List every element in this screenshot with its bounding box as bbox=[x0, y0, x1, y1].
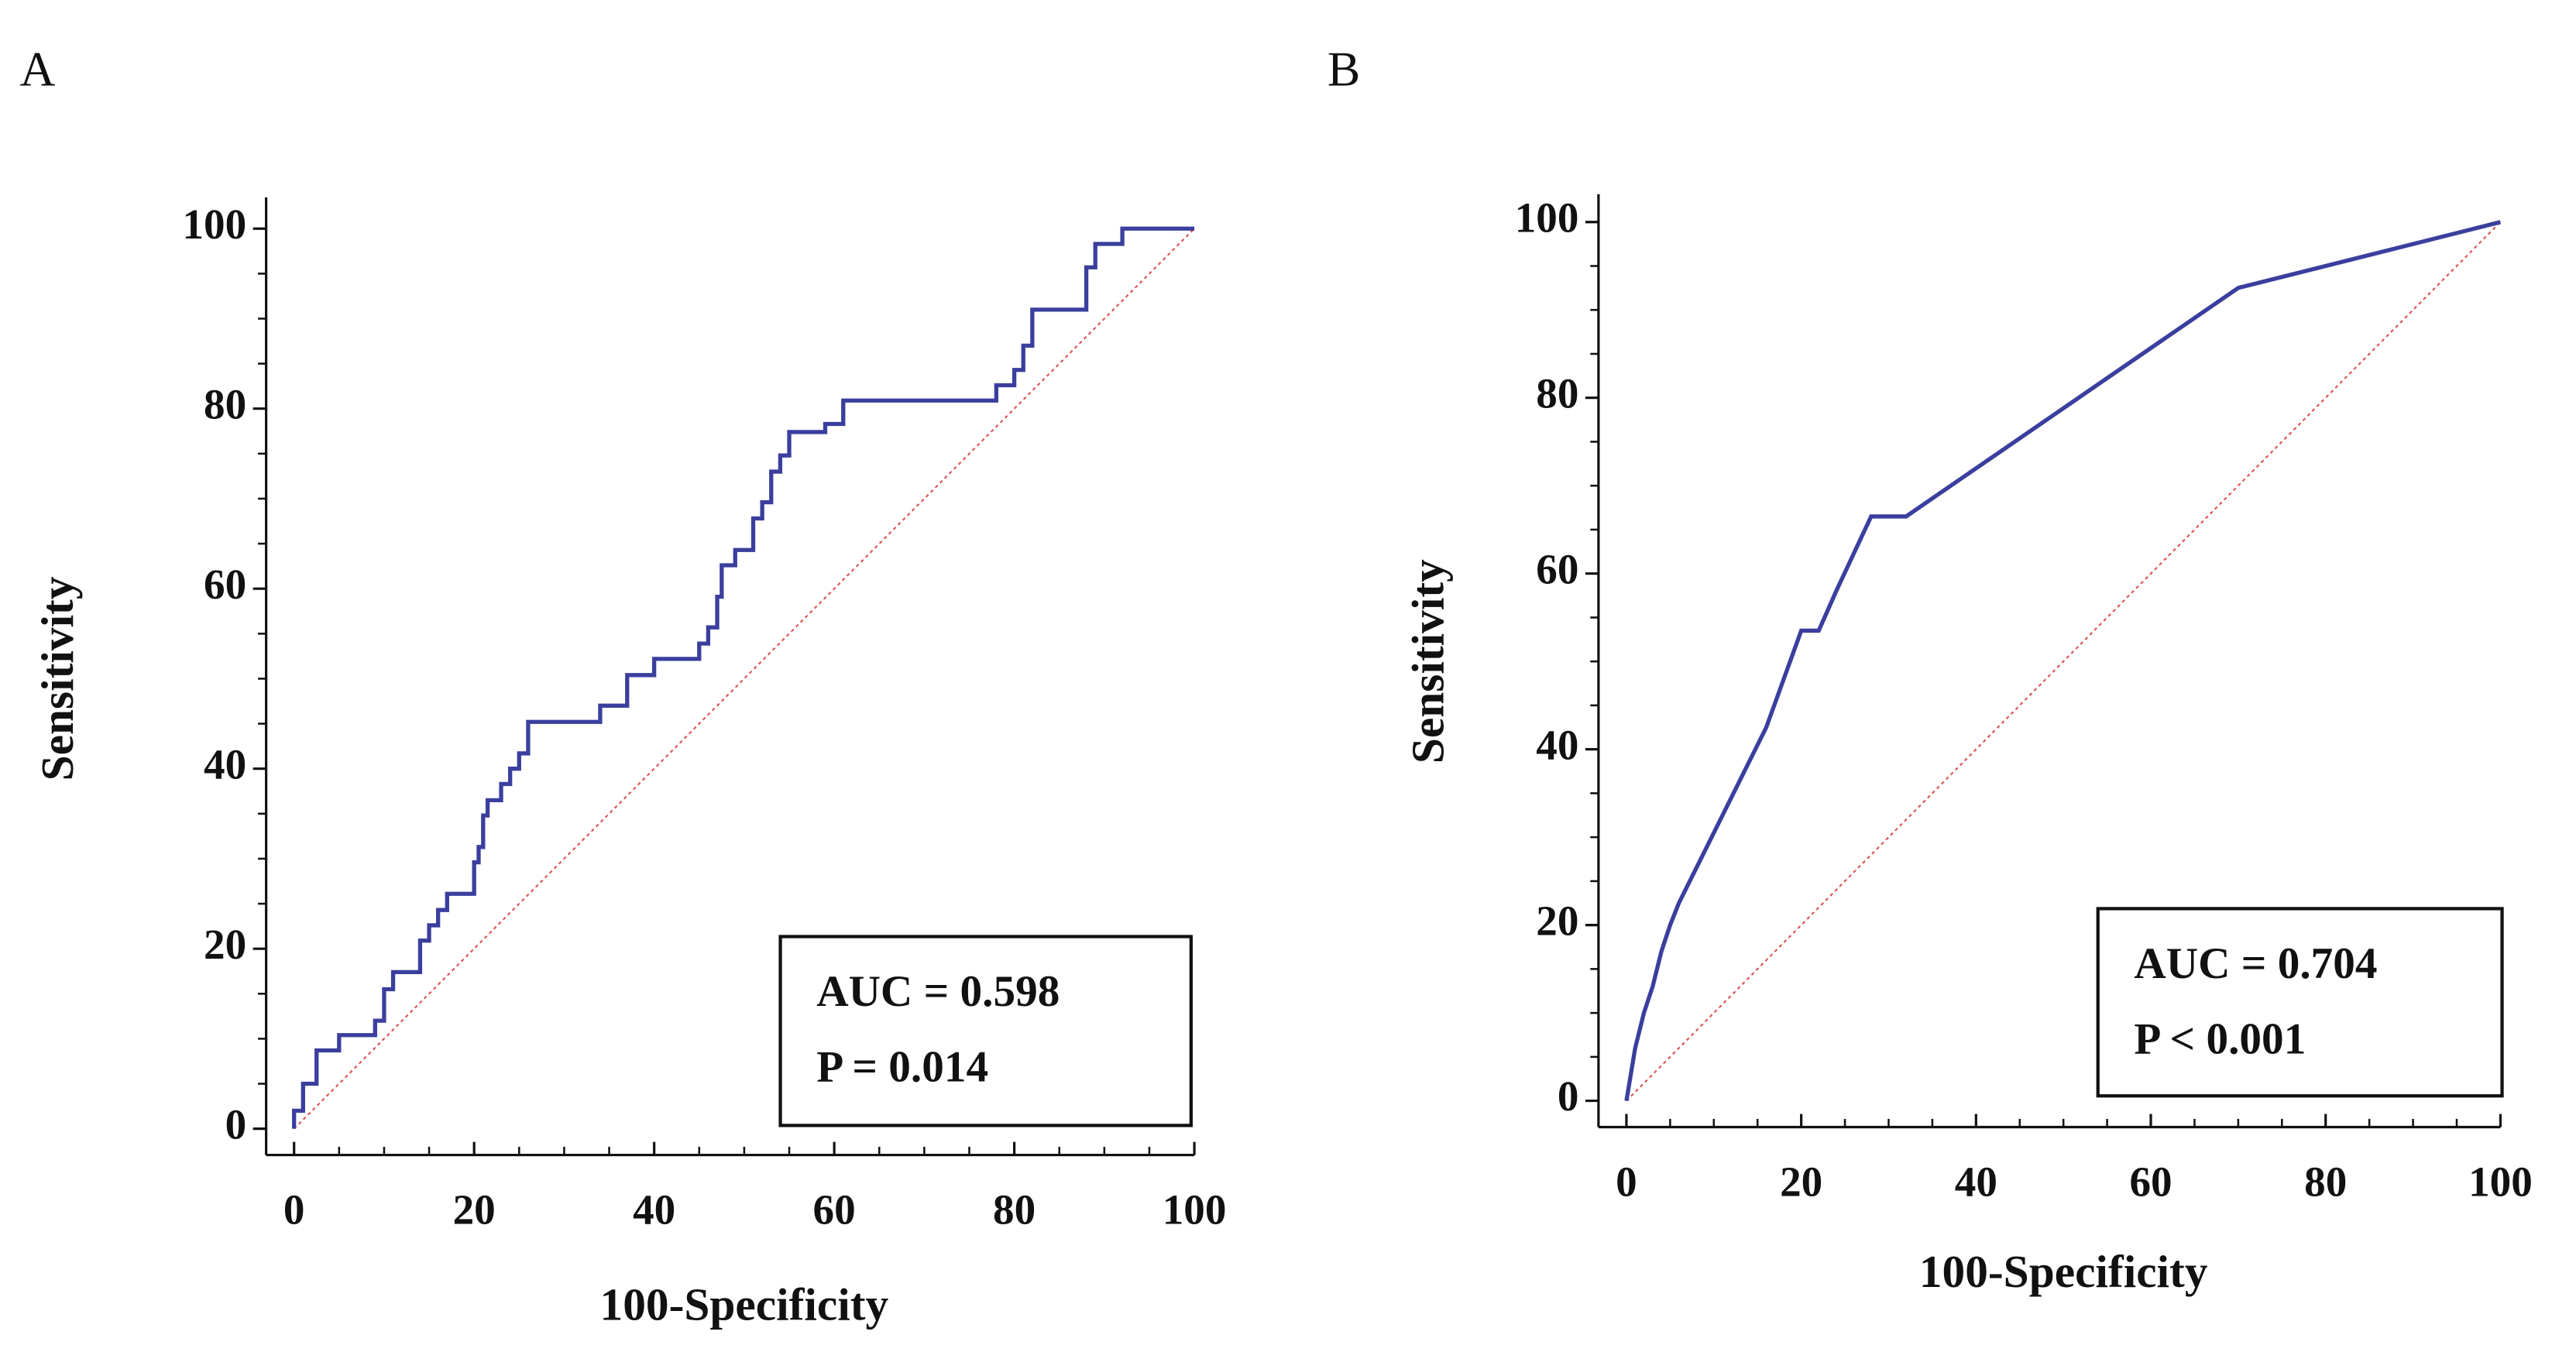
y-tick-label: 80 bbox=[204, 380, 246, 427]
x-tick-label: 20 bbox=[453, 1186, 496, 1234]
annotation-box bbox=[2096, 907, 2504, 1098]
x-tick-label: 80 bbox=[993, 1186, 1036, 1234]
roc-curve bbox=[292, 226, 1195, 1129]
annotation: P = 0.014 bbox=[816, 1043, 988, 1092]
x-axis-label: 100-Specificity bbox=[1919, 1246, 2208, 1297]
y-tick-label: 60 bbox=[204, 561, 246, 608]
y-axis-label: Sensitivity bbox=[1402, 559, 1453, 764]
y-tick-label: 60 bbox=[1536, 545, 1578, 592]
reference-line bbox=[1626, 221, 2502, 1102]
y-tick-label: 0 bbox=[1558, 1072, 1579, 1120]
x-tick-label: 100 bbox=[1163, 1186, 1227, 1234]
y-tick-label: 20 bbox=[1536, 897, 1578, 944]
annotation: AUC = 0.598 bbox=[816, 967, 1060, 1016]
x-tick-label: 80 bbox=[2304, 1158, 2347, 1206]
y-tick-label: 80 bbox=[1536, 369, 1578, 417]
x-tick-label: 20 bbox=[1780, 1158, 1822, 1206]
roc-curve bbox=[1624, 220, 2502, 1102]
annotation: P < 0.001 bbox=[2134, 1014, 2306, 1063]
y-tick-label: 100 bbox=[1515, 194, 1579, 241]
annotation-box bbox=[778, 935, 1193, 1127]
x-tick-label: 100 bbox=[2468, 1158, 2533, 1206]
y-tick-label: 20 bbox=[204, 921, 246, 968]
annotation: AUC = 0.704 bbox=[2134, 939, 2377, 988]
x-tick-label: 40 bbox=[1955, 1158, 1997, 1206]
x-tick-label: 40 bbox=[633, 1186, 675, 1234]
x-tick-label: 60 bbox=[2129, 1158, 2172, 1206]
x-axis-label: 100-Specificity bbox=[600, 1279, 889, 1330]
y-tick-label: 40 bbox=[204, 740, 246, 788]
y-tick-label: 100 bbox=[182, 201, 246, 248]
x-tick-label: 0 bbox=[283, 1186, 305, 1234]
panel-label: B bbox=[1327, 41, 1360, 96]
x-tick-label: 60 bbox=[813, 1186, 856, 1234]
reference-line bbox=[293, 228, 1195, 1130]
y-tick-label: 0 bbox=[225, 1100, 247, 1148]
y-tick-label: 40 bbox=[1536, 721, 1578, 768]
x-tick-label: 0 bbox=[1616, 1158, 1637, 1206]
panel-label: A bbox=[19, 41, 55, 96]
y-axis-label: Sensitivity bbox=[32, 576, 83, 781]
